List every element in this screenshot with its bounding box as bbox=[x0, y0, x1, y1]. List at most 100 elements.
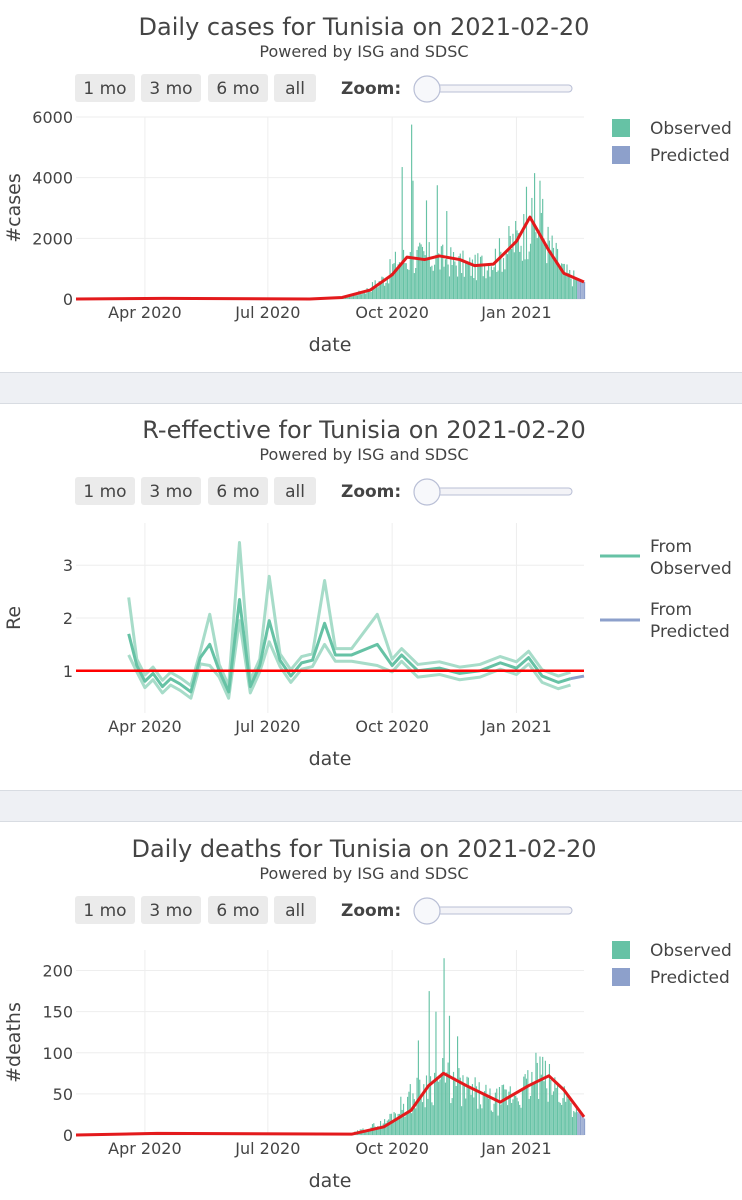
button-label[interactable]: 3 mo bbox=[149, 482, 192, 502]
observed-bar bbox=[374, 280, 376, 299]
range-button-6mo[interactable]: 6 mo bbox=[208, 477, 268, 505]
legend-label-predicted[interactable]: Predicted bbox=[650, 146, 730, 166]
button-label[interactable]: all bbox=[285, 482, 305, 502]
range-button-1mo[interactable]: 1 mo bbox=[75, 896, 135, 924]
range-button-3mo[interactable]: 3 mo bbox=[141, 896, 201, 924]
observed-bar bbox=[400, 263, 402, 299]
observed-bar bbox=[556, 1083, 559, 1135]
button-bg[interactable] bbox=[208, 896, 268, 924]
observed-bar bbox=[411, 1113, 413, 1135]
button-bg[interactable] bbox=[208, 74, 268, 102]
observed-bar bbox=[452, 1071, 455, 1135]
observed-bar bbox=[566, 1092, 568, 1135]
range-button-all[interactable]: all bbox=[274, 477, 316, 505]
button-label[interactable]: 3 mo bbox=[149, 79, 192, 99]
observed-bar bbox=[540, 212, 542, 299]
button-label[interactable]: 6 mo bbox=[216, 79, 259, 99]
button-label[interactable]: 1 mo bbox=[83, 79, 126, 99]
button-bg[interactable] bbox=[274, 896, 316, 924]
legend-label-observed[interactable]: Observed bbox=[650, 119, 732, 139]
observed-bar bbox=[477, 253, 479, 299]
range-button-all[interactable]: all bbox=[274, 74, 316, 102]
legend-swatch-observed[interactable] bbox=[612, 941, 630, 959]
button-label[interactable]: all bbox=[285, 79, 305, 99]
observed-bar bbox=[415, 267, 417, 299]
button-bg[interactable] bbox=[75, 896, 135, 924]
zoom-slider-handle[interactable] bbox=[413, 478, 441, 506]
button-bg[interactable] bbox=[208, 477, 268, 505]
observed-bar bbox=[521, 1089, 523, 1135]
range-button-all[interactable]: all bbox=[274, 896, 316, 924]
observed-bar bbox=[554, 258, 556, 299]
button-label[interactable]: 1 mo bbox=[83, 901, 126, 921]
observed-bar bbox=[562, 263, 564, 299]
button-label[interactable]: 1 mo bbox=[83, 482, 126, 502]
observed-bar bbox=[520, 1107, 522, 1135]
button-bg[interactable] bbox=[75, 477, 135, 505]
observed-bar bbox=[558, 1101, 560, 1135]
observed-bar bbox=[443, 958, 445, 1135]
zoom-slider-track[interactable] bbox=[424, 84, 573, 93]
legend-label-observed-line1[interactable]: From bbox=[650, 537, 692, 557]
button-bg[interactable] bbox=[274, 477, 316, 505]
observed-bar bbox=[485, 1084, 487, 1135]
observed-bar bbox=[567, 273, 569, 299]
bars bbox=[311, 124, 586, 299]
button-bg[interactable] bbox=[141, 896, 201, 924]
observed-bar bbox=[470, 275, 472, 299]
observed-bar bbox=[528, 251, 530, 299]
observed-bar bbox=[478, 1082, 480, 1135]
legend-label-predicted-line2[interactable]: Predicted bbox=[650, 622, 730, 642]
zoom-slider-track[interactable] bbox=[424, 487, 573, 496]
observed-bar bbox=[474, 1077, 476, 1135]
y-tick-label: 1 bbox=[63, 662, 73, 681]
x-tick-label: Oct 2020 bbox=[355, 303, 428, 322]
legend-swatch-predicted[interactable] bbox=[612, 146, 630, 164]
button-label[interactable]: 6 mo bbox=[216, 482, 259, 502]
observed-bar bbox=[465, 1098, 467, 1135]
legend-label-predicted-line1[interactable]: From bbox=[650, 600, 692, 620]
button-bg[interactable] bbox=[141, 74, 201, 102]
observed-bar bbox=[469, 257, 471, 299]
zoom-slider-handle[interactable] bbox=[413, 75, 441, 103]
x-tick-label: Jan 2021 bbox=[480, 1139, 551, 1158]
observed-bar bbox=[474, 254, 476, 299]
observed-bar bbox=[512, 233, 514, 299]
observed-bar bbox=[435, 1011, 437, 1135]
button-bg[interactable] bbox=[274, 74, 316, 102]
legend-label-predicted[interactable]: Predicted bbox=[650, 968, 730, 988]
observed-bar bbox=[548, 240, 551, 299]
observed-bar bbox=[366, 288, 368, 299]
observed-bar bbox=[396, 269, 398, 299]
legend-label-observed-line2[interactable]: Observed bbox=[650, 559, 732, 579]
observed-bar bbox=[438, 1081, 440, 1135]
button-bg[interactable] bbox=[141, 477, 201, 505]
button-label[interactable]: 3 mo bbox=[149, 901, 192, 921]
observed-bar bbox=[450, 247, 452, 299]
range-button-1mo[interactable]: 1 mo bbox=[75, 74, 135, 102]
observed-bar bbox=[542, 198, 544, 299]
button-bg[interactable] bbox=[75, 74, 135, 102]
range-button-6mo[interactable]: 6 mo bbox=[208, 74, 268, 102]
zoom-slider-track[interactable] bbox=[424, 906, 573, 915]
observed-bar bbox=[551, 1094, 553, 1135]
button-label[interactable]: all bbox=[285, 901, 305, 921]
observed-bar bbox=[365, 293, 367, 299]
predicted-re-line bbox=[570, 674, 585, 681]
observed-bar bbox=[401, 167, 403, 299]
legend-swatch-observed[interactable] bbox=[612, 119, 630, 137]
legend-swatch-predicted[interactable] bbox=[612, 968, 630, 986]
observed-bar bbox=[421, 246, 424, 299]
observed-bar bbox=[534, 1081, 536, 1135]
observed-bar bbox=[502, 1084, 505, 1135]
observed-bar bbox=[446, 1072, 448, 1135]
zoom-slider-handle[interactable] bbox=[413, 897, 441, 925]
button-label[interactable]: 6 mo bbox=[216, 901, 259, 921]
legend-label-observed[interactable]: Observed bbox=[650, 941, 732, 961]
range-button-3mo[interactable]: 3 mo bbox=[141, 74, 201, 102]
range-button-6mo[interactable]: 6 mo bbox=[208, 896, 268, 924]
observed-bar bbox=[490, 1110, 492, 1135]
range-button-1mo[interactable]: 1 mo bbox=[75, 477, 135, 505]
range-button-3mo[interactable]: 3 mo bbox=[141, 477, 201, 505]
